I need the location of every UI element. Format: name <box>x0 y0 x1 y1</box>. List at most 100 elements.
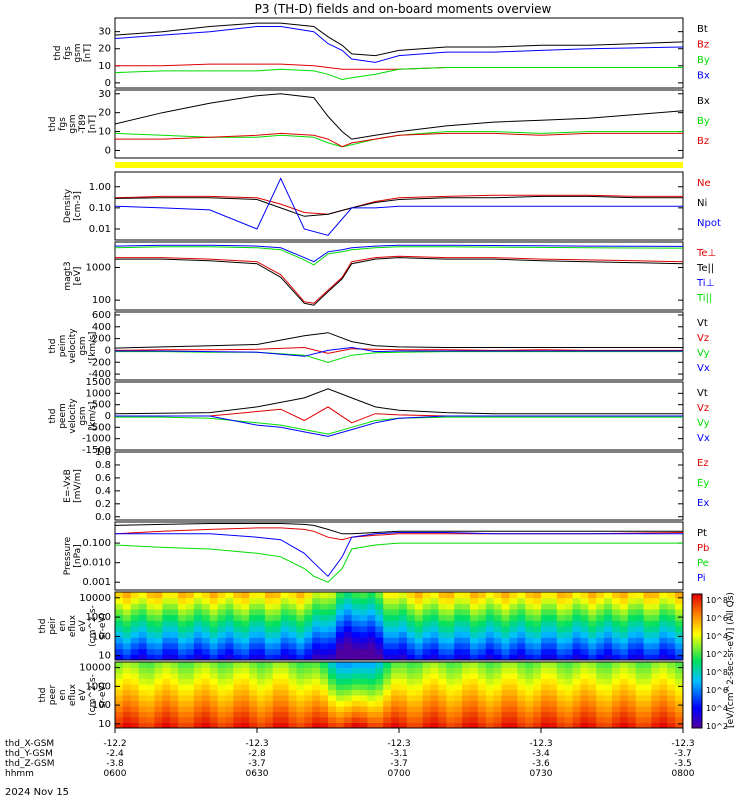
heatmap-cell <box>572 592 581 599</box>
heatmap-cell <box>541 678 550 685</box>
y-tick-label: 30 <box>98 27 111 38</box>
heatmap-cell <box>509 667 518 674</box>
heatmap-cell <box>351 722 361 729</box>
heatmap-cell <box>343 706 353 712</box>
heatmap-cell <box>217 597 226 604</box>
heatmap-cell <box>470 614 479 621</box>
heatmap-cell <box>391 643 400 650</box>
heatmap-cell <box>541 700 550 707</box>
heatmap-cell <box>406 643 416 650</box>
heatmap-cell <box>580 673 589 679</box>
heatmap-cell <box>596 684 605 690</box>
heatmap-cell <box>406 662 416 668</box>
heatmap-cell <box>335 673 345 679</box>
heatmap-cell <box>146 643 155 650</box>
heatmap-cell <box>399 626 408 633</box>
heatmap-cell <box>438 592 447 599</box>
y-tick-label: -1500 <box>82 445 111 456</box>
heatmap-cell <box>493 700 503 707</box>
heatmap-cell <box>170 603 179 610</box>
heatmap-cell <box>146 717 155 723</box>
heatmap-cell <box>596 695 605 701</box>
heatmap-cell <box>272 637 282 644</box>
heatmap-cell <box>320 648 329 655</box>
heatmap-cell <box>391 597 400 604</box>
heatmap-cell <box>280 662 290 668</box>
heatmap-cell <box>154 673 163 679</box>
heatmap-cell <box>343 695 353 701</box>
heatmap-cell <box>406 631 416 638</box>
heatmap-cell <box>233 667 242 674</box>
heatmap-cell <box>115 673 124 679</box>
heatmap-cell <box>201 648 211 655</box>
heatmap-cell <box>422 673 432 679</box>
heatmap-cell <box>170 592 179 599</box>
heatmap-cell <box>612 614 621 621</box>
heatmap-cell <box>588 620 597 627</box>
heatmap-cell <box>627 722 637 729</box>
heatmap-cell <box>288 626 297 633</box>
heatmap-cell <box>635 695 645 701</box>
heatmap-cell <box>162 597 171 604</box>
heatmap-cell <box>548 597 558 604</box>
heatmap-cell <box>462 592 471 599</box>
heatmap-cell <box>296 722 305 729</box>
y-axis-label: fgs <box>63 46 73 60</box>
heatmap-cell <box>130 662 140 668</box>
heatmap-cell <box>533 620 542 627</box>
y-axis-label: [nT] <box>83 44 93 62</box>
heatmap-cell <box>438 620 447 627</box>
heatmap-cell <box>312 711 321 718</box>
y-tick-label: 0 <box>105 345 111 356</box>
heatmap-cell <box>643 631 652 638</box>
y-tick-label: 0 <box>105 145 111 156</box>
heatmap-cell <box>193 626 203 633</box>
heatmap-cell <box>296 643 305 650</box>
heatmap-cell <box>280 654 290 661</box>
heatmap-cell <box>186 689 195 696</box>
heatmap-cell <box>209 592 219 599</box>
heatmap-cell <box>675 620 684 627</box>
heatmap-cell <box>154 695 163 701</box>
heatmap-cell <box>233 637 242 644</box>
heatmap-cell <box>580 654 589 661</box>
heatmap-cell <box>501 654 510 661</box>
heatmap-cell <box>343 711 353 718</box>
heatmap-cell <box>588 700 597 707</box>
heatmap-cell <box>130 631 140 638</box>
heatmap-cell <box>193 597 203 604</box>
heatmap-cell <box>217 673 226 679</box>
heatmap-cell <box>312 654 321 661</box>
heatmap-cell <box>541 637 550 644</box>
series-line-Vt <box>114 388 683 415</box>
heatmap-cell <box>122 620 132 627</box>
heatmap-cell <box>643 609 652 616</box>
heatmap-cell <box>138 717 148 723</box>
heatmap-cell <box>201 673 211 679</box>
heatmap-cell <box>122 678 132 685</box>
heatmap-cell <box>288 643 297 650</box>
heatmap-cell <box>264 722 274 729</box>
heatmap-cell <box>659 637 668 644</box>
heatmap-cell <box>525 684 534 690</box>
heatmap-cell <box>367 603 376 610</box>
heatmap-cell <box>257 603 266 610</box>
heatmap-cell <box>501 626 510 633</box>
heatmap-cell <box>312 643 321 650</box>
heatmap-cell <box>272 689 282 696</box>
heatmap-cell <box>343 592 353 599</box>
heatmap-cell <box>359 603 368 610</box>
heatmap-cell <box>170 717 179 723</box>
heatmap-cell <box>470 673 479 679</box>
heatmap-cell <box>517 700 526 707</box>
heatmap-cell <box>501 722 510 729</box>
heatmap-cell <box>249 717 258 723</box>
heatmap-cell <box>241 662 250 668</box>
heatmap-cell <box>612 609 621 616</box>
heatmap-cell <box>462 684 471 690</box>
heatmap-cell <box>485 667 495 674</box>
heatmap-cell <box>391 722 400 729</box>
heatmap-cell <box>328 673 337 679</box>
heatmap-cell <box>438 637 447 644</box>
